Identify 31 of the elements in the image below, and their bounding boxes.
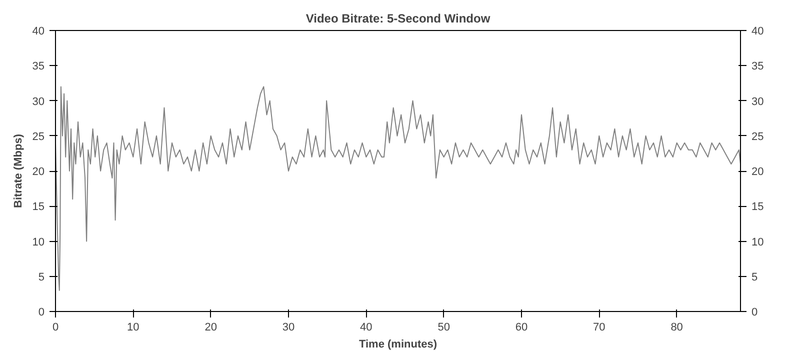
x-tick-label: 80 — [670, 322, 683, 334]
x-tick-label: 30 — [282, 322, 295, 334]
y-tick-label: 5 — [38, 271, 45, 284]
y2-tick-label: 5 — [752, 271, 758, 284]
y2-tick-label: 0 — [752, 306, 758, 318]
y-axis-title: Bitrate (Mbps) — [12, 134, 24, 208]
y2-tick-label: 40 — [752, 26, 764, 38]
y-tick-label: 30 — [32, 96, 45, 108]
y2-tick-label: 30 — [752, 96, 764, 108]
y2-tick-label: 10 — [752, 236, 764, 248]
y-tick-label: 0 — [38, 306, 45, 318]
x-axis-title: Time (minutes) — [358, 338, 438, 350]
y2-tick-label: 25 — [752, 130, 764, 143]
y2-tick-label: 15 — [752, 201, 764, 214]
x-tick-label: 60 — [515, 322, 528, 334]
x-tick-label: 10 — [127, 322, 140, 334]
x-tick-label: 20 — [204, 322, 217, 334]
x-tick-label: 40 — [360, 322, 372, 334]
chart-title: Video Bitrate: 5-Second Window — [306, 12, 491, 26]
y-tick-label: 35 — [32, 60, 45, 73]
y-tick-label: 15 — [32, 201, 45, 214]
y-tick-label: 40 — [32, 26, 45, 38]
x-tick-label: 70 — [593, 322, 606, 334]
x-tick-label: 50 — [438, 322, 450, 334]
y-tick-label: 25 — [32, 130, 45, 143]
y-tick-label: 20 — [32, 166, 45, 178]
y2-tick-label: 35 — [752, 60, 764, 73]
line-series — [56, 86, 740, 291]
x-tick-label: 0 — [52, 322, 59, 334]
y-tick-label: 10 — [32, 236, 45, 248]
y2-tick-label: 20 — [752, 166, 764, 178]
